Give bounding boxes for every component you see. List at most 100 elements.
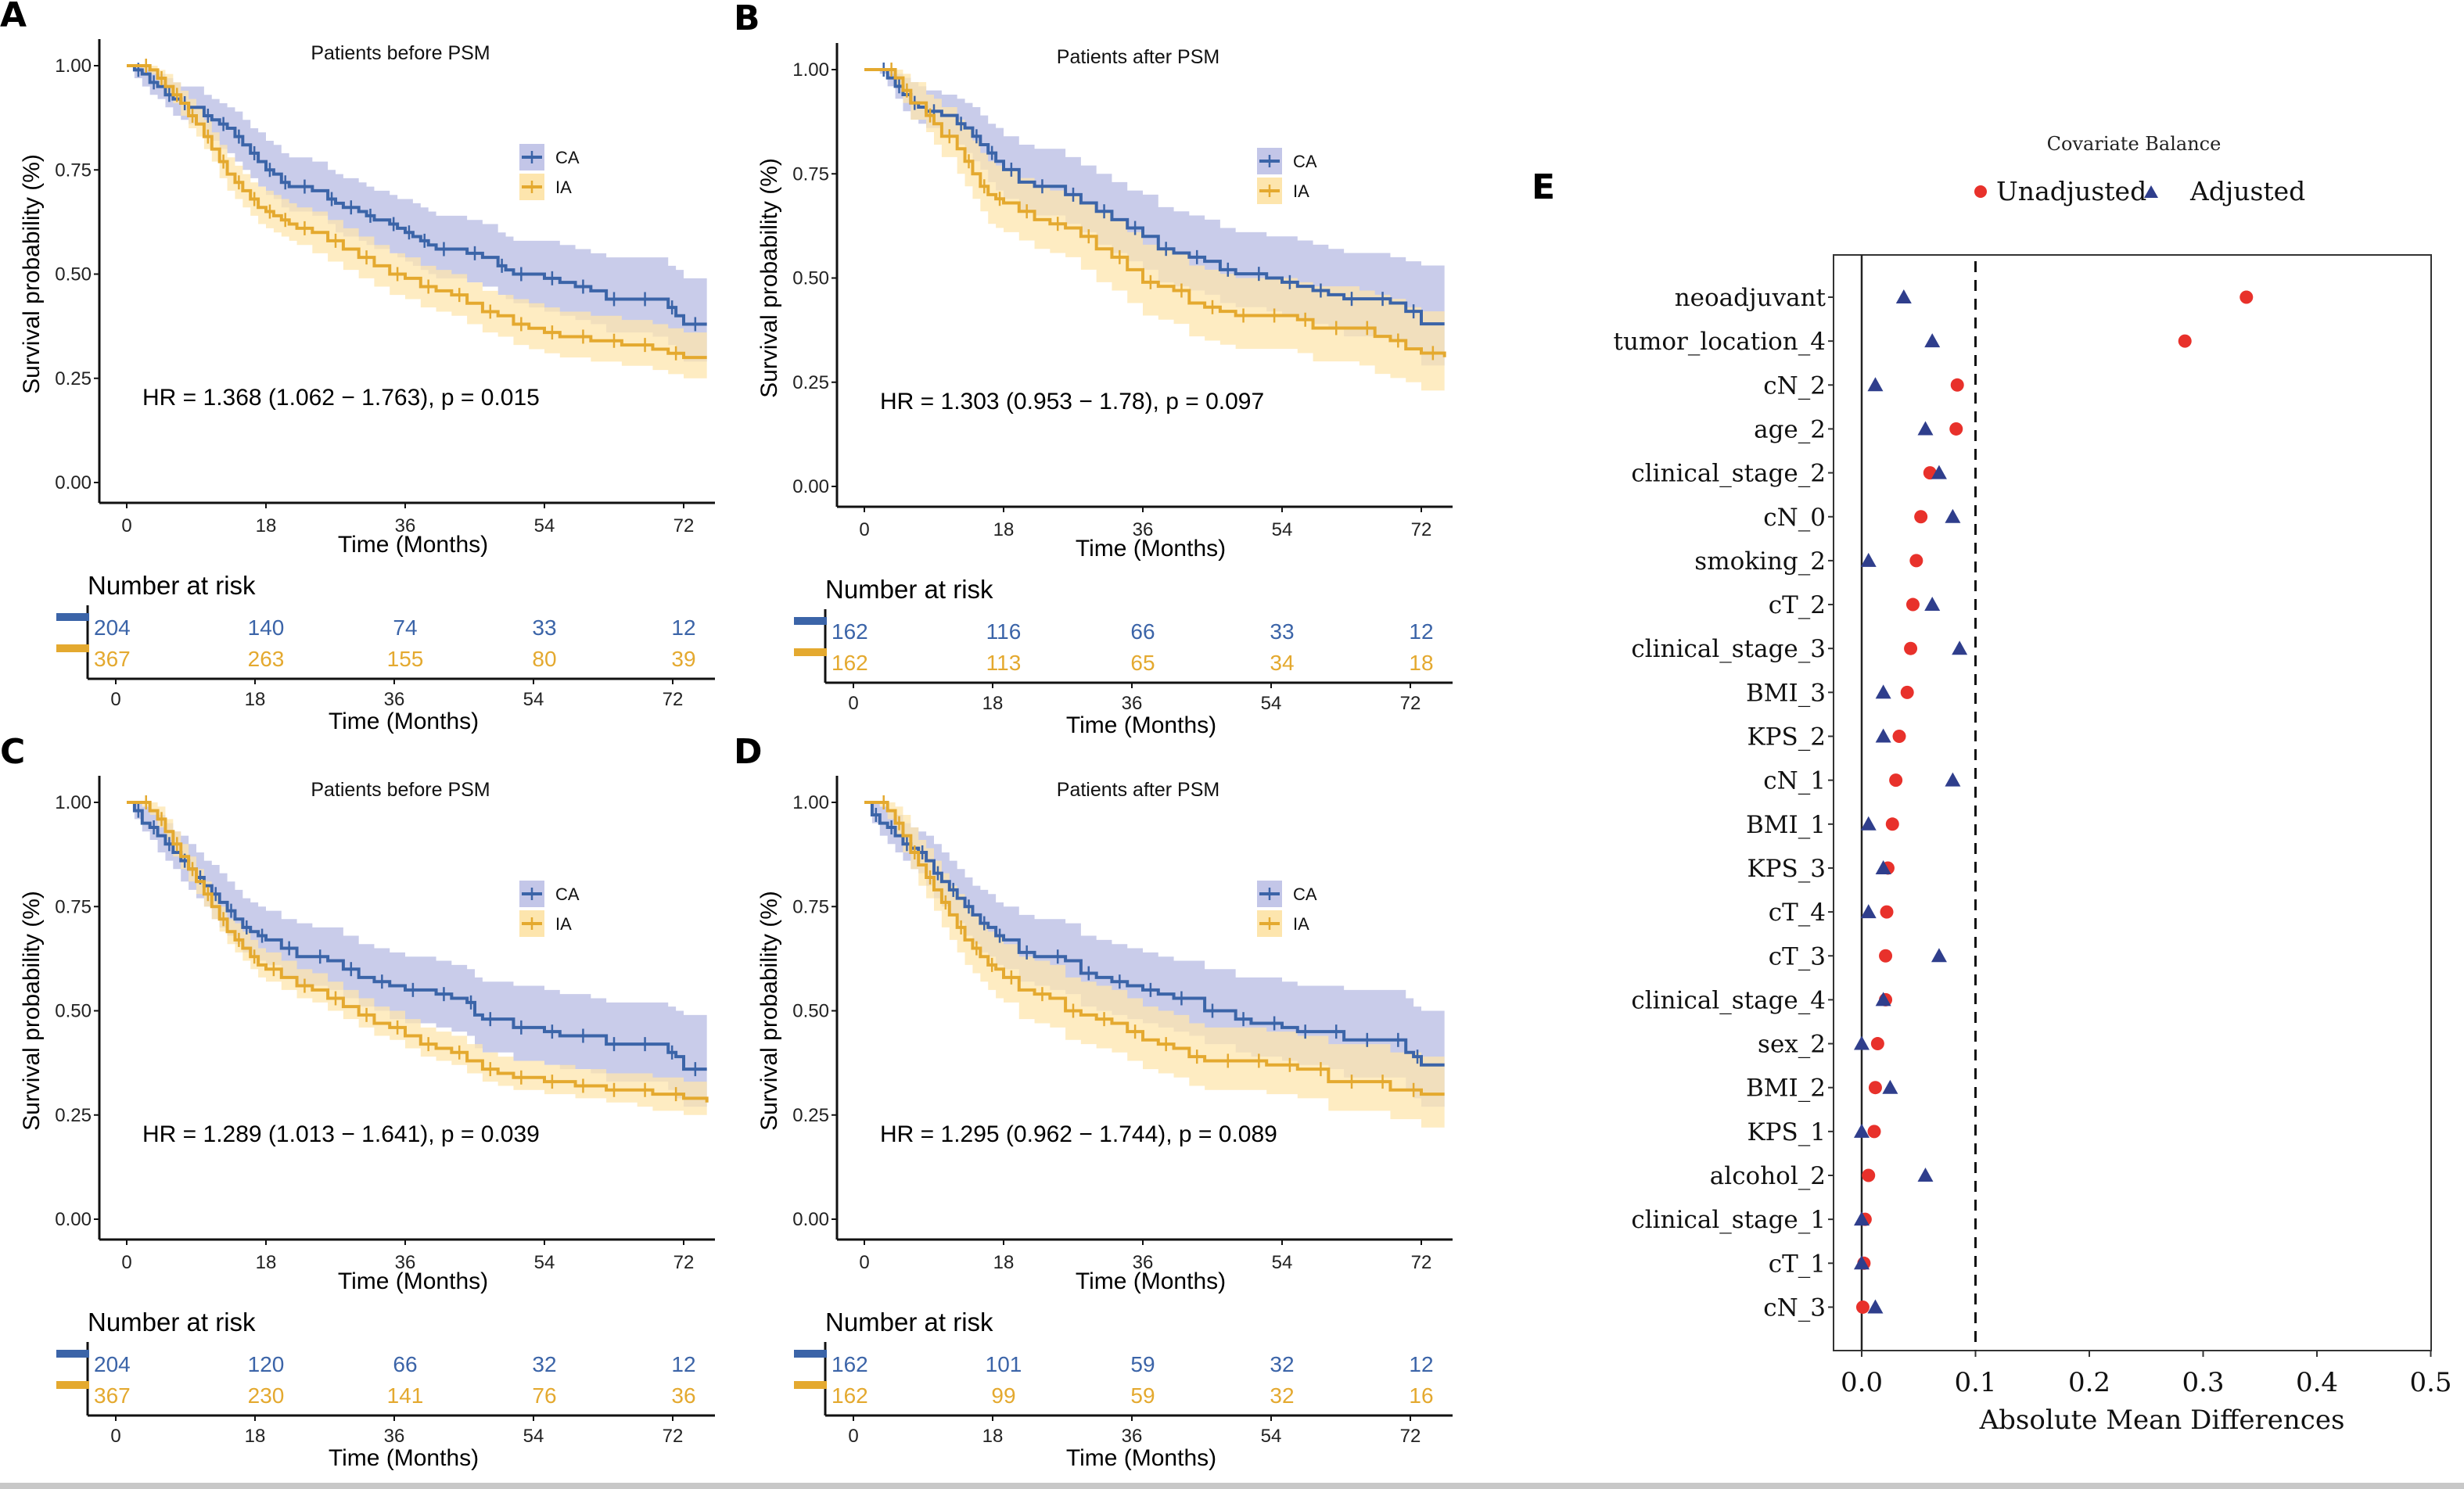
point-adjusted: [1854, 1255, 1870, 1270]
point-adjusted: [1860, 904, 1877, 919]
x-tick-label: 36: [395, 1252, 416, 1273]
covariate-label: cT_3: [1769, 942, 1826, 971]
point-adjusted: [1875, 859, 1891, 874]
legend-label-ia: IA: [1293, 914, 1309, 934]
risk-x-tick-label: 36: [1122, 693, 1143, 714]
risk-row-key-ia: [56, 1381, 89, 1389]
risk-x-tick-label: 54: [1261, 693, 1282, 714]
risk-x-tick-label: 0: [110, 689, 120, 710]
x-tick-label: 54: [1272, 1252, 1293, 1273]
point-adjusted: [1952, 640, 1968, 655]
risk-count-ia: 16: [1409, 1383, 1433, 1408]
point-unadjusted: [1868, 1081, 1882, 1095]
x-tick-label: 0: [121, 515, 131, 536]
x-axis-label: Time (Months): [1076, 536, 1226, 562]
risk-count-ia: 32: [1270, 1383, 1294, 1408]
risk-count-ia: 76: [532, 1383, 556, 1408]
legend-label-ia: IA: [555, 178, 572, 197]
covariate-label: smoking_2: [1694, 547, 1826, 576]
point-adjusted: [1945, 508, 1961, 523]
covariate-label: clinical_stage_4: [1631, 986, 1826, 1014]
point-adjusted: [1860, 552, 1877, 567]
km-panel-c: Patients before PSM 0.00 0.25 0.50 0.75 1.00 0…: [19, 776, 715, 1471]
point-unadjusted: [1905, 597, 1920, 612]
risk-x-tick-label: 54: [1261, 1426, 1282, 1447]
point-adjusted: [1854, 1211, 1870, 1226]
legend-label-ca: CA: [555, 884, 580, 904]
risk-count-ca: 32: [532, 1352, 556, 1376]
risk-count-ia: 162: [832, 1383, 868, 1408]
panel-letter-d: D: [734, 732, 763, 772]
covariate-label: neoadjuvant: [1675, 284, 1826, 312]
risk-count-ia: 36: [671, 1383, 695, 1408]
x-tick-label: 18: [256, 1252, 277, 1273]
survival-curve-ca: [127, 64, 707, 326]
point-unadjusted: [1885, 817, 1899, 831]
y-tick-label: 0.00: [792, 476, 829, 497]
risk-count-ca: 12: [671, 1352, 695, 1376]
point-adjusted: [1854, 1123, 1870, 1138]
x-axis-label: Time (Months): [1076, 1268, 1226, 1294]
love-plot-panel-e: Covariate Balance Unadjusted Adjusted neoad…: [1614, 133, 2452, 1436]
point-unadjusted: [1879, 949, 1893, 963]
covariate-label: clinical_stage_2: [1631, 460, 1826, 488]
point-adjusted: [1875, 728, 1891, 743]
point-adjusted: [1860, 816, 1877, 831]
point-unadjusted: [2178, 334, 2192, 348]
risk-count-ia: 155: [387, 647, 424, 671]
x-tick-label: 72: [673, 515, 695, 536]
risk-count-ca: 12: [671, 615, 695, 640]
y-tick-label: 1.00: [792, 792, 829, 813]
y-tick-label: 0.50: [792, 268, 829, 289]
covariate-label: cN_2: [1763, 371, 1826, 400]
risk-table-title: Number at risk: [88, 571, 256, 600]
risk-x-tick-label: 18: [245, 689, 266, 710]
covariate-label: age_2: [1754, 415, 1826, 443]
y-tick-label: 0.75: [792, 896, 829, 917]
chart-title: Patients after PSM: [1057, 779, 1219, 801]
covariate-label: alcohol_2: [1710, 1162, 1826, 1190]
covariate-label: BMI_2: [1746, 1075, 1826, 1103]
x-axis-label: Time (Months): [338, 532, 488, 558]
y-tick-label: 0.25: [55, 1105, 92, 1126]
covariate-label: cN_1: [1763, 767, 1826, 795]
risk-count-ca: 101: [986, 1352, 1022, 1376]
risk-row-key-ia: [794, 1381, 827, 1389]
panel-letter-a: A: [0, 0, 27, 35]
point-unadjusted: [1855, 1300, 1870, 1314]
point-adjusted: [1867, 1299, 1884, 1314]
risk-count-ia: 65: [1130, 651, 1155, 675]
risk-count-ca: 32: [1270, 1352, 1294, 1376]
risk-count-ca: 12: [1409, 619, 1433, 644]
hazard-ratio-annotation: HR = 1.303 (0.953 − 1.78), p = 0.097: [880, 389, 1264, 414]
point-adjusted: [1924, 333, 1941, 348]
risk-x-tick-label: 0: [110, 1426, 120, 1447]
x-tick-label: 0: [859, 519, 869, 540]
risk-x-axis-label: Time (Months): [1066, 712, 1216, 738]
covariate-label: KPS_2: [1747, 723, 1826, 752]
chart-title: Patients before PSM: [311, 42, 490, 64]
legend-label-ca: CA: [555, 148, 580, 167]
legend-marker-unadjusted: [1974, 185, 1987, 198]
risk-count-ia: 80: [532, 647, 556, 671]
risk-table-title: Number at risk: [825, 1308, 993, 1337]
y-tick-label: 0.75: [55, 160, 92, 181]
y-axis-label: Survival probability (%): [19, 154, 45, 394]
risk-count-ca: 59: [1130, 1352, 1155, 1376]
x-tick-label: 72: [1411, 519, 1432, 540]
x-tick-label: 0.1: [1954, 1367, 1996, 1398]
x-tick-label: 0.0: [1841, 1367, 1883, 1398]
x-tick-label: 0: [121, 1252, 131, 1273]
covariate-label: KPS_1: [1747, 1118, 1826, 1146]
x-tick-label: 72: [673, 1252, 695, 1273]
x-tick-label: 18: [993, 519, 1015, 540]
x-tick-label: 0: [859, 1252, 869, 1273]
risk-x-tick-label: 36: [384, 1426, 405, 1447]
x-tick-label: 36: [1133, 1252, 1154, 1273]
x-axis-label: Time (Months): [338, 1268, 488, 1294]
y-tick-label: 0.50: [792, 1001, 829, 1022]
y-tick-label: 0.50: [55, 1001, 92, 1022]
ci-band-ca: [127, 66, 707, 362]
y-axis-label: Survival probability (%): [756, 891, 782, 1131]
